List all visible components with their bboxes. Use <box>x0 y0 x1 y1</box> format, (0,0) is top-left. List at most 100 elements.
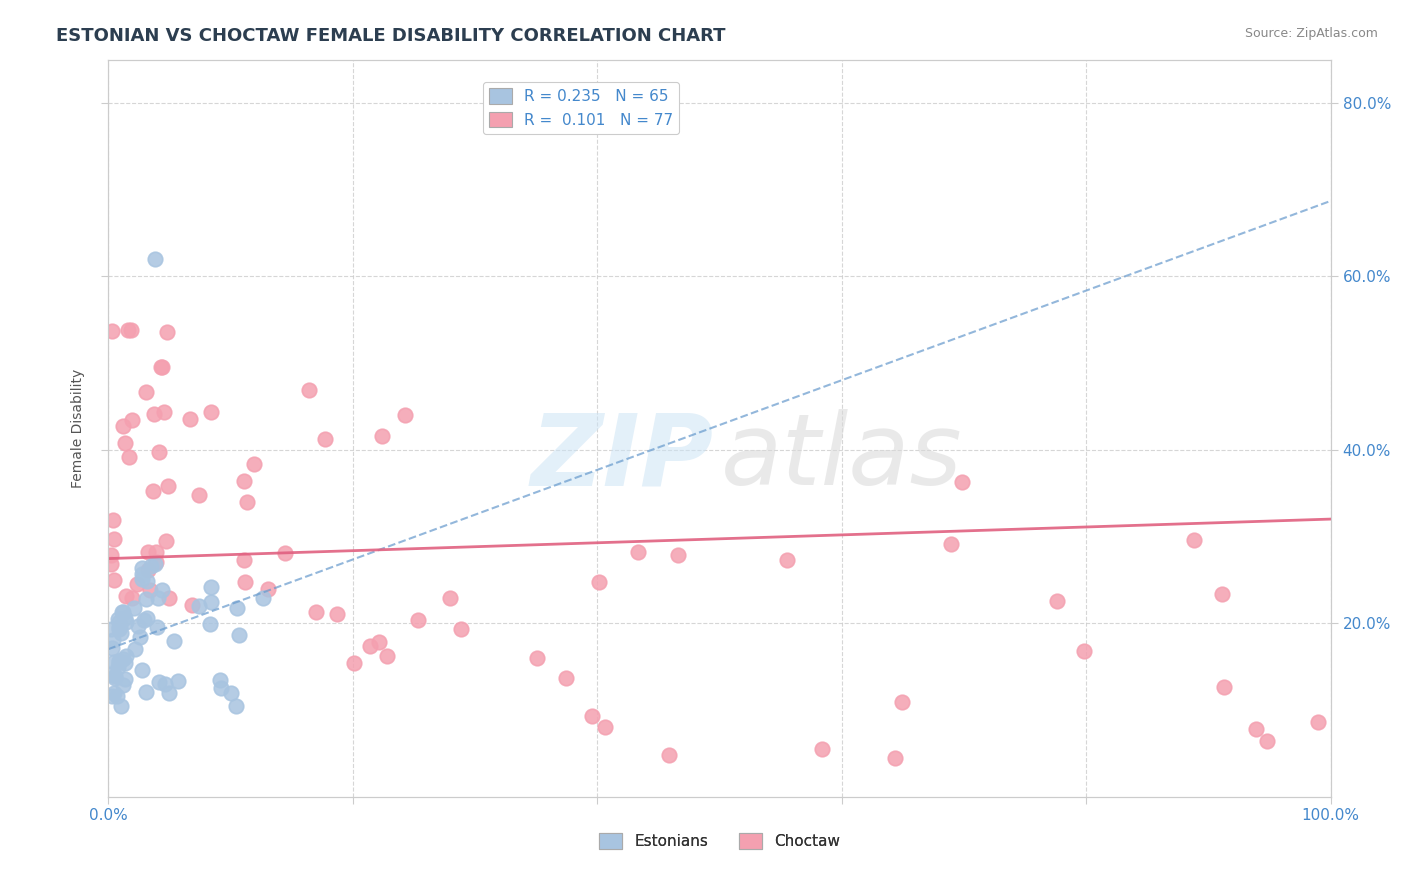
Point <box>114 590 136 604</box>
Point <box>149 359 172 374</box>
Point <box>200 405 222 419</box>
Point <box>375 649 398 664</box>
Point <box>1212 680 1234 694</box>
Point <box>143 558 166 572</box>
Point <box>104 671 127 685</box>
Point <box>100 548 122 562</box>
Point <box>108 620 131 634</box>
Point <box>257 582 280 597</box>
Point <box>226 601 249 615</box>
Point <box>209 681 232 695</box>
Point <box>148 591 170 605</box>
Point <box>305 605 328 619</box>
Point <box>581 709 603 723</box>
Point <box>100 558 122 572</box>
Point <box>450 622 472 636</box>
Point <box>368 635 391 649</box>
Point <box>156 325 179 339</box>
Point <box>555 671 578 685</box>
Point <box>209 673 232 687</box>
Point <box>120 323 142 337</box>
Point <box>134 613 156 627</box>
Point <box>105 689 128 703</box>
Point <box>588 574 610 589</box>
Point <box>114 672 136 686</box>
Point <box>593 720 616 734</box>
Point <box>235 495 257 509</box>
Point <box>114 435 136 450</box>
Point <box>107 655 129 669</box>
Point <box>127 577 149 591</box>
Point <box>243 457 266 471</box>
Point <box>233 574 256 589</box>
Point <box>394 408 416 422</box>
Point <box>114 657 136 671</box>
Point <box>110 698 132 713</box>
Point <box>104 669 127 683</box>
Point <box>100 623 122 637</box>
Point <box>167 673 190 688</box>
Point <box>157 591 180 606</box>
Point <box>101 641 124 656</box>
Point <box>135 592 157 607</box>
Point <box>107 660 129 674</box>
Point <box>122 601 145 615</box>
Point <box>1306 714 1329 729</box>
Point <box>1256 733 1278 747</box>
Point <box>143 252 166 266</box>
Point <box>108 622 131 636</box>
Point <box>627 545 650 559</box>
Point <box>111 605 134 619</box>
Point <box>108 620 131 634</box>
Point <box>139 558 162 573</box>
Point <box>136 611 159 625</box>
Point <box>526 650 548 665</box>
Point <box>103 655 125 669</box>
Point <box>114 648 136 663</box>
Point <box>112 418 135 433</box>
Point <box>163 633 186 648</box>
Point <box>228 628 250 642</box>
Point <box>118 450 141 465</box>
Point <box>188 599 211 614</box>
Point <box>131 566 153 581</box>
Point <box>108 654 131 668</box>
Legend: Estonians, Choctaw: Estonians, Choctaw <box>593 827 846 855</box>
Point <box>225 698 247 713</box>
Point <box>112 652 135 666</box>
Text: ZIP: ZIP <box>530 409 713 506</box>
Point <box>891 695 914 709</box>
Point <box>117 323 139 337</box>
Point <box>111 605 134 619</box>
Point <box>121 413 143 427</box>
Point <box>153 405 176 419</box>
Point <box>776 553 799 567</box>
Point <box>1046 593 1069 607</box>
Point <box>142 483 165 498</box>
Point <box>111 678 134 692</box>
Point <box>100 667 122 681</box>
Point <box>143 407 166 421</box>
Point <box>233 553 256 567</box>
Point <box>107 612 129 626</box>
Point <box>188 488 211 502</box>
Point <box>131 663 153 677</box>
Point <box>155 677 177 691</box>
Point <box>124 642 146 657</box>
Text: Source: ZipAtlas.com: Source: ZipAtlas.com <box>1244 27 1378 40</box>
Point <box>110 625 132 640</box>
Point <box>103 573 125 587</box>
Point <box>145 555 167 569</box>
Text: ESTONIAN VS CHOCTAW FEMALE DISABILITY CORRELATION CHART: ESTONIAN VS CHOCTAW FEMALE DISABILITY CO… <box>56 27 725 45</box>
Point <box>371 429 394 443</box>
Point <box>200 595 222 609</box>
Point <box>1211 587 1233 601</box>
Point <box>198 617 221 632</box>
Point <box>1246 723 1268 737</box>
Point <box>950 475 973 489</box>
Point <box>129 630 152 644</box>
Point <box>146 620 169 634</box>
Point <box>145 544 167 558</box>
Point <box>148 674 170 689</box>
Point <box>941 536 963 550</box>
